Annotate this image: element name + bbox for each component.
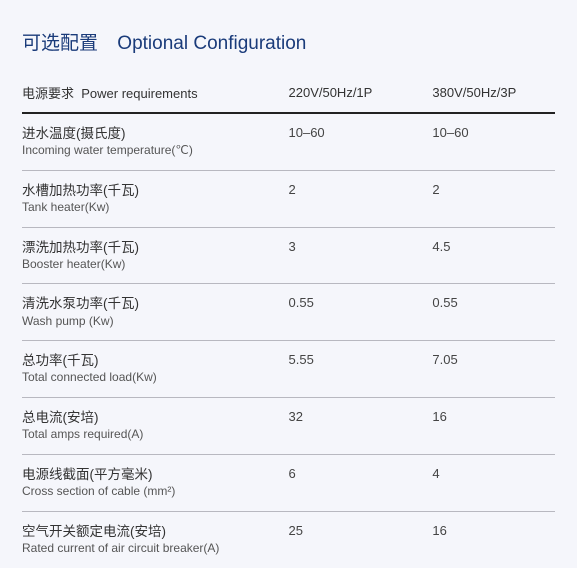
row-value-1: 5.55 (289, 341, 433, 398)
row-label-cn: 总功率(千瓦) (22, 352, 289, 370)
row-value-1: 32 (289, 398, 433, 455)
header-label-en: Power requirements (81, 86, 197, 101)
table-body: 进水温度(摄氏度)Incoming water temperature(℃)10… (22, 113, 555, 568)
row-label: 漂洗加热功率(千瓦)Booster heater(Kw) (22, 227, 289, 284)
row-label-cn: 清洗水泵功率(千瓦) (22, 295, 289, 313)
row-label: 总电流(安培)Total amps required(A) (22, 398, 289, 455)
table-row: 进水温度(摄氏度)Incoming water temperature(℃)10… (22, 113, 555, 170)
row-label: 进水温度(摄氏度)Incoming water temperature(℃) (22, 113, 289, 170)
row-label-cn: 空气开关额定电流(安培) (22, 523, 289, 541)
table-row: 清洗水泵功率(千瓦)Wash pump (Kw)0.550.55 (22, 284, 555, 341)
title-en: Optional Configuration (117, 33, 306, 54)
table-row: 水槽加热功率(千瓦)Tank heater(Kw)22 (22, 170, 555, 227)
row-value-1: 10–60 (289, 113, 433, 170)
row-value-2: 4 (432, 454, 555, 511)
title-cn: 可选配置 (22, 33, 98, 54)
row-label-en: Wash pump (Kw) (22, 314, 289, 330)
row-value-1: 25 (289, 511, 433, 567)
row-label-en: Tank heater(Kw) (22, 200, 289, 216)
row-label-cn: 电源线截面(平方毫米) (22, 466, 289, 484)
row-value-1: 3 (289, 227, 433, 284)
row-label: 水槽加热功率(千瓦)Tank heater(Kw) (22, 170, 289, 227)
header-label-cn: 电源要求 (22, 86, 74, 101)
row-label-cn: 总电流(安培) (22, 409, 289, 427)
header-col1: 220V/50Hz/1P (289, 77, 433, 113)
row-label-en: Incoming water temperature(℃) (22, 143, 289, 159)
table-row: 电源线截面(平方毫米)Cross section of cable (mm²)6… (22, 454, 555, 511)
row-label-en: Rated current of air circuit breaker(A) (22, 541, 289, 557)
row-label-en: Booster heater(Kw) (22, 257, 289, 273)
table-row: 漂洗加热功率(千瓦)Booster heater(Kw)34.5 (22, 227, 555, 284)
row-value-1: 6 (289, 454, 433, 511)
row-value-1: 0.55 (289, 284, 433, 341)
row-value-2: 16 (432, 511, 555, 567)
row-label: 电源线截面(平方毫米)Cross section of cable (mm²) (22, 454, 289, 511)
row-value-1: 2 (289, 170, 433, 227)
header-col2: 380V/50Hz/3P (432, 77, 555, 113)
row-label: 空气开关额定电流(安培)Rated current of air circuit… (22, 511, 289, 567)
row-label-cn: 进水温度(摄氏度) (22, 125, 289, 143)
table-row: 空气开关额定电流(安培)Rated current of air circuit… (22, 511, 555, 567)
row-value-2: 16 (432, 398, 555, 455)
row-value-2: 7.05 (432, 341, 555, 398)
row-value-2: 4.5 (432, 227, 555, 284)
section-title: 可选配置 Optional Configuration (22, 28, 555, 55)
row-value-2: 2 (432, 170, 555, 227)
spec-table: 电源要求 Power requirements 220V/50Hz/1P 380… (22, 77, 555, 568)
table-row: 总电流(安培)Total amps required(A)3216 (22, 398, 555, 455)
table-header-row: 电源要求 Power requirements 220V/50Hz/1P 380… (22, 77, 555, 113)
row-label: 总功率(千瓦)Total connected load(Kw) (22, 341, 289, 398)
row-label-en: Cross section of cable (mm²) (22, 484, 289, 500)
row-label-cn: 水槽加热功率(千瓦) (22, 182, 289, 200)
row-label-en: Total amps required(A) (22, 427, 289, 443)
row-label-cn: 漂洗加热功率(千瓦) (22, 239, 289, 257)
row-label-en: Total connected load(Kw) (22, 370, 289, 386)
table-row: 总功率(千瓦)Total connected load(Kw)5.557.05 (22, 341, 555, 398)
row-value-2: 10–60 (432, 113, 555, 170)
row-label: 清洗水泵功率(千瓦)Wash pump (Kw) (22, 284, 289, 341)
header-label: 电源要求 Power requirements (22, 77, 289, 113)
row-value-2: 0.55 (432, 284, 555, 341)
